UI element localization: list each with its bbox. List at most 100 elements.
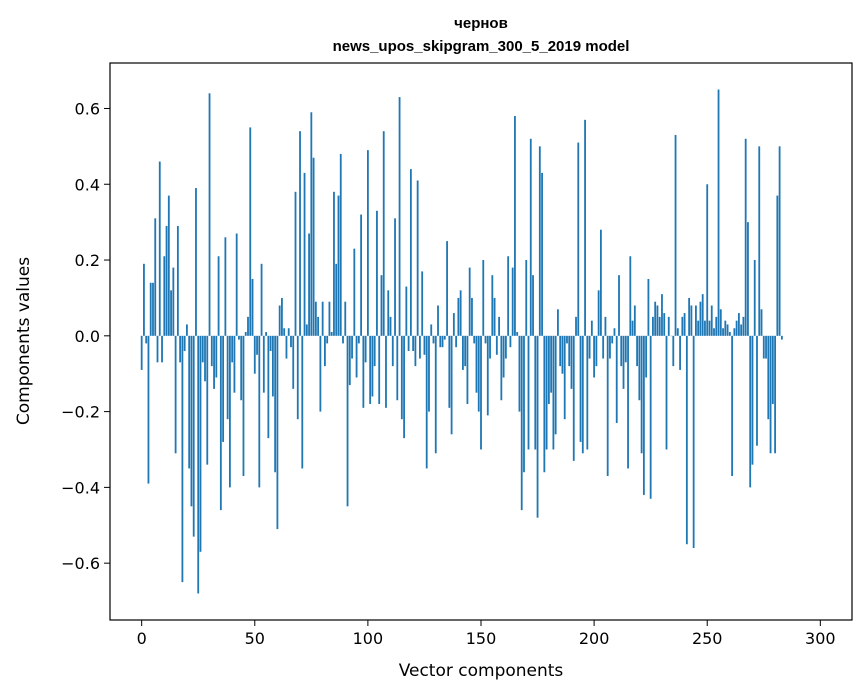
bar-component-4 xyxy=(149,282,152,336)
bar-component-211 xyxy=(618,275,620,336)
bar-component-269 xyxy=(749,335,752,488)
bar-component-268 xyxy=(747,222,749,336)
bar-component-205 xyxy=(604,316,607,336)
bar-component-96 xyxy=(357,335,360,344)
bar-component-210 xyxy=(615,335,618,423)
bar-component-97 xyxy=(360,214,363,336)
bar-component-108 xyxy=(385,335,387,408)
bar-component-228 xyxy=(656,305,659,336)
bar-component-217 xyxy=(631,320,634,336)
bar-component-80 xyxy=(321,301,324,336)
bar-component-31 xyxy=(210,335,213,367)
bar-component-168 xyxy=(520,335,523,511)
bar-component-5 xyxy=(152,282,154,336)
bar-component-159 xyxy=(500,335,503,401)
bar-component-277 xyxy=(767,335,770,420)
bar-component-157 xyxy=(495,335,498,355)
bar-component-226 xyxy=(652,316,654,336)
bar-component-165 xyxy=(514,116,516,336)
bar-component-79 xyxy=(319,335,322,412)
bar-component-74 xyxy=(308,233,310,336)
bar-component-251 xyxy=(708,320,711,336)
bar-component-130 xyxy=(434,335,437,454)
bar-component-70 xyxy=(299,131,301,336)
bar-component-135 xyxy=(446,241,448,336)
bar-component-221 xyxy=(640,335,643,454)
bar-component-87 xyxy=(337,195,340,336)
bar-component-7 xyxy=(156,335,159,363)
bar-component-36 xyxy=(222,335,225,442)
bar-component-95 xyxy=(355,335,358,378)
bar-component-143 xyxy=(464,335,467,367)
bar-component-164 xyxy=(511,267,514,336)
bar-component-180 xyxy=(547,335,550,405)
bar-component-191 xyxy=(572,335,575,461)
bar-component-29 xyxy=(206,335,209,465)
bar-component-64 xyxy=(285,335,288,359)
bar-component-62 xyxy=(281,297,283,336)
bar-component-235 xyxy=(672,335,675,367)
bar-component-10 xyxy=(163,256,166,336)
bar-component-209 xyxy=(613,328,616,336)
bar-component-34 xyxy=(217,256,220,336)
bar-component-139 xyxy=(455,335,458,348)
bar-component-2 xyxy=(145,335,148,344)
bar-component-219 xyxy=(636,335,638,367)
x-tick-label: 0 xyxy=(137,629,147,648)
bar-component-15 xyxy=(174,335,177,454)
bar-component-101 xyxy=(369,335,372,405)
bar-component-230 xyxy=(661,294,663,336)
bar-component-106 xyxy=(380,275,383,336)
x-tick-label: 300 xyxy=(805,629,836,648)
bar-component-47 xyxy=(247,316,249,336)
bar-component-123 xyxy=(419,335,421,359)
bar-component-186 xyxy=(561,335,564,374)
bar-component-84 xyxy=(330,332,333,336)
bar-component-57 xyxy=(269,335,272,351)
bar-component-73 xyxy=(305,324,308,336)
bar-component-259 xyxy=(726,324,729,336)
bar-component-1 xyxy=(143,263,145,336)
bar-component-83 xyxy=(328,301,331,336)
bar-component-227 xyxy=(654,301,657,336)
bar-component-176 xyxy=(538,146,541,336)
chart-title-line1: чернов xyxy=(454,15,508,32)
bar-component-162 xyxy=(507,256,510,336)
bar-component-256 xyxy=(719,309,722,336)
bar-component-109 xyxy=(387,290,390,336)
bar-component-49 xyxy=(251,278,254,336)
bar-component-131 xyxy=(437,305,439,336)
bar-component-172 xyxy=(529,138,532,336)
bar-component-203 xyxy=(599,229,602,336)
bar-component-33 xyxy=(215,335,218,378)
bar-component-27 xyxy=(201,335,204,363)
bar-component-142 xyxy=(462,335,464,370)
bar-component-183 xyxy=(554,335,557,435)
bar-component-223 xyxy=(645,335,648,378)
bar-component-17 xyxy=(179,335,182,363)
bar-component-14 xyxy=(172,267,175,336)
bar-component-212 xyxy=(620,335,623,367)
bar-component-56 xyxy=(267,335,270,439)
bar-component-19 xyxy=(183,335,186,351)
bar-component-160 xyxy=(502,335,505,378)
bar-component-24 xyxy=(195,188,197,336)
bar-component-112 xyxy=(394,218,396,336)
bar-component-91 xyxy=(346,335,349,507)
y-tick-label: −0.4 xyxy=(61,478,100,497)
bar-component-222 xyxy=(642,335,645,495)
bar-component-240 xyxy=(683,313,686,336)
x-axis: 0 50 100 150 200 250 300 xyxy=(137,620,836,648)
bar-component-170 xyxy=(525,260,528,336)
bar-component-12 xyxy=(167,195,170,336)
x-tick-label: 250 xyxy=(692,629,723,648)
bar-component-51 xyxy=(256,335,258,355)
bar-component-272 xyxy=(756,335,758,446)
bar-component-42 xyxy=(235,233,238,336)
bar-component-214 xyxy=(624,335,627,363)
bar-component-264 xyxy=(737,313,740,336)
bar-component-265 xyxy=(740,324,743,336)
bar-component-138 xyxy=(452,313,455,336)
